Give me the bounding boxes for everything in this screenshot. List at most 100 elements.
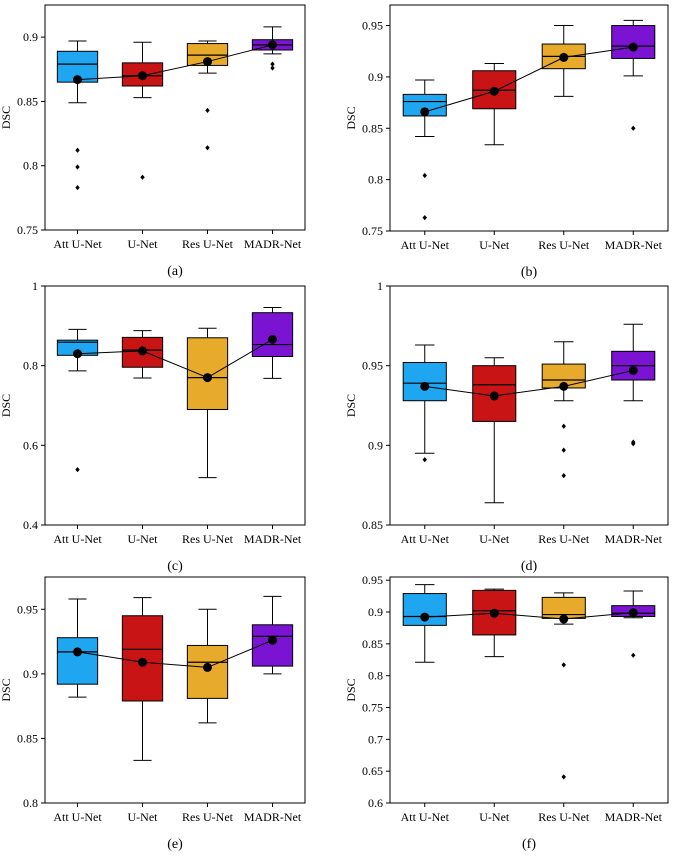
outlier-point [561,423,566,429]
outlier-point [205,145,210,151]
plot-frame [389,4,669,232]
outlier-point [422,215,427,221]
x-tick-label: Res U-Net [538,532,590,546]
outlier-point [561,774,566,780]
x-tick-label: Att U-Net [401,532,450,546]
mean-point [420,612,430,622]
x-tick-label: MADR-Net [244,532,302,546]
y-tick-label: 0.85 [362,121,383,135]
outlier-point [561,473,566,479]
mean-point [138,71,147,81]
mean-point [138,346,147,356]
box-4 [611,19,656,131]
box-4 [251,595,294,675]
box-body [121,615,164,702]
box-body [611,25,656,59]
mean-line [77,639,273,668]
outlier-point [631,652,636,658]
y-tick-label: 0.9 [368,438,383,452]
x-tick-label: U-Net [479,532,510,546]
panel-label: (a) [167,264,183,279]
y-tick-label: 0.75 [17,223,38,237]
box-body [402,361,447,402]
y-tick-label: 0.85 [362,637,383,651]
y-tick-label: 0.8 [23,796,38,810]
chart-panel-6: 0.6 0.65 0.7 0.75 0.8 0.85 0.9 0.95 DSC Att U-Net… [344,573,669,852]
mean-point [268,334,277,344]
x-tick-label: Att U-Net [401,238,450,252]
box-3 [186,327,229,479]
y-tick-label: 0.95 [362,19,383,33]
y-tick-label: 0.9 [368,70,383,84]
mean-point [420,381,430,391]
plot-frame [44,4,306,231]
panel-label: (c) [167,559,183,574]
mean-line [424,369,634,397]
mean-point [559,381,569,391]
chart-panel-3: 0.4 0.6 0.8 1 DSC Att U-Net U-Net Res U-Net MADR… [0,279,306,574]
x-tick-label: U-Net [128,237,159,251]
y-tick-label: 0.8 [23,159,38,173]
outlier-point [561,447,566,453]
box-1 [402,79,447,221]
x-tick-label: Att U-Net [53,237,102,251]
mean-point [73,647,82,657]
outlier-point [140,174,145,180]
chart-panel-5: 0.8 0.85 0.9 0.95 DSC Att U-Net U-Net Res U-Net… [0,576,306,852]
box-2 [472,63,517,146]
chart-panel-1: 0.75 0.8 0.85 0.9 DSC Att U-Net U-Net Res U-Net… [0,4,306,279]
box-2 [472,588,517,658]
x-tick-label: MADR-Net [605,810,663,824]
y-tick-label: 0.95 [17,602,38,616]
chart-panel-4: 0.85 0.9 0.95 1 DSC Att U-Net U-Net Res U-Net MA… [344,279,669,574]
y-axis-label: DSC [344,394,358,417]
y-tick-label: 0.9 [23,667,38,681]
mean-point [203,662,212,672]
y-axis-label: DSC [344,106,358,129]
box-1 [402,344,447,463]
panel-label: (e) [167,837,183,852]
y-tick-label: 0.85 [362,518,383,532]
box-4 [611,590,656,658]
box-body [186,644,229,699]
y-axis-label: DSC [0,678,13,701]
mean-point [138,657,147,667]
x-tick-label: U-Net [128,810,159,824]
y-tick-label: 0.9 [23,30,38,44]
outlier-point [631,125,636,131]
outlier-point [75,184,80,191]
plot-frame [389,576,669,804]
x-tick-label: Res U-Net [182,237,234,251]
outlier-point [422,172,427,179]
box-4 [251,307,294,379]
y-tick-label: 0.8 [368,669,383,683]
x-tick-label: Att U-Net [53,532,102,546]
panel-label: (f) [522,837,536,852]
mean-point [203,373,212,383]
y-tick-label: 0.75 [362,701,383,715]
x-tick-label: MADR-Net [605,238,663,252]
box-4 [611,323,656,447]
mean-line [424,46,634,113]
box-3 [541,341,586,479]
mean-point [489,391,499,401]
box-2 [472,357,517,504]
mean-line [424,612,634,620]
x-tick-label: Res U-Net [538,810,590,824]
mean-point [559,614,569,624]
y-tick-label: 0.4 [23,518,38,532]
y-axis-label: DSC [344,678,358,701]
mean-point [489,86,499,96]
mean-point [559,52,569,62]
mean-point [420,107,430,117]
chart-panel-2: 0.75 0.8 0.85 0.9 0.95 DSC Att U-Net U-Net Res U… [344,4,669,280]
y-tick-label: 1 [377,279,383,293]
outlier-point [631,441,636,447]
mean-point [628,608,638,618]
outlier-point [561,662,566,668]
y-tick-label: 0.85 [17,94,38,108]
outlier-point [75,164,80,170]
outlier-point [205,107,210,114]
y-tick-label: 0.6 [23,438,38,452]
